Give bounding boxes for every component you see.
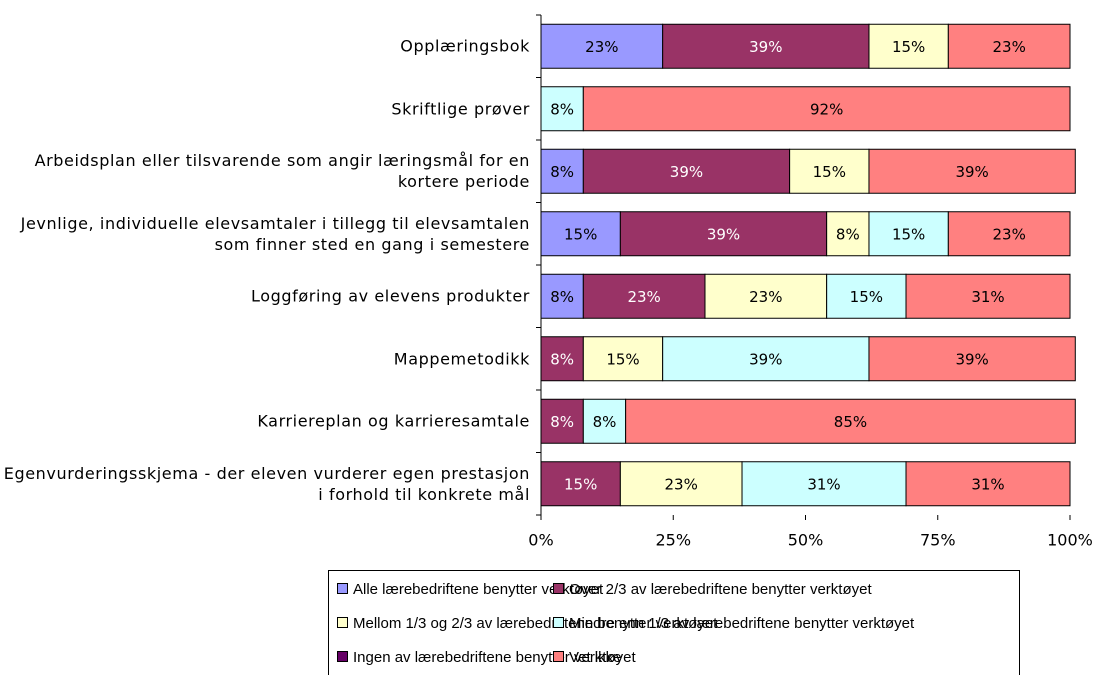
- bar-segment: [582, 336, 664, 382]
- value-label: 8%: [836, 225, 860, 243]
- bar-segment: [704, 273, 828, 319]
- bar-segment: [905, 461, 1071, 507]
- bar-segment: [947, 211, 1071, 257]
- legend-item: Mellom 1/3 og 2/3 av lærebedriftene beny…: [337, 615, 717, 632]
- category-label: Arbeidsplan eller tilsvarende som angir …: [34, 151, 530, 192]
- value-label: 92%: [810, 100, 843, 118]
- x-tick-label: 75%: [920, 531, 956, 550]
- legend-swatch: [337, 617, 348, 628]
- value-label: 39%: [955, 350, 988, 368]
- category-label: Jevnlige, individuelle elevsamtaler i ti…: [20, 213, 530, 254]
- bar-segment: [789, 148, 870, 194]
- legend-label: Over 2/3 av lærebedriftene benytter verk…: [569, 581, 872, 598]
- value-label: 31%: [971, 288, 1004, 306]
- category-label: Egenvurderingsskjema - der eleven vurder…: [3, 463, 530, 504]
- bar-segment: [540, 23, 664, 69]
- legend-label: Vet ikke: [569, 649, 622, 666]
- bar-segment: [582, 273, 706, 319]
- category-label: Skriftlige prøver: [391, 99, 530, 119]
- value-label: 15%: [606, 350, 639, 368]
- x-tick-label: 100%: [1047, 531, 1093, 550]
- legend-item: Mindre enn 1/3 av lærebedriftene benytte…: [553, 615, 914, 632]
- value-label: 23%: [992, 225, 1025, 243]
- bar-segment: [582, 148, 791, 194]
- legend-item: Alle lærebedriftene benytter verktøyet: [337, 581, 603, 598]
- bar-segment: [619, 211, 828, 257]
- x-tick-label: 0%: [528, 531, 553, 550]
- bar-segment: [905, 273, 1071, 319]
- bar-segment: [947, 23, 1071, 69]
- bar-segment: [826, 211, 870, 257]
- value-label: 15%: [813, 163, 846, 181]
- value-label: 39%: [955, 163, 988, 181]
- bar-segment: [540, 211, 621, 257]
- value-label: 15%: [892, 38, 925, 56]
- legend-swatch: [337, 651, 348, 662]
- value-label: 23%: [749, 288, 782, 306]
- legend-label: Mellom 1/3 og 2/3 av lærebedriftene beny…: [353, 615, 718, 632]
- bar-segment: [619, 461, 743, 507]
- value-label: 31%: [971, 475, 1004, 493]
- value-label: 8%: [550, 288, 574, 306]
- bar-segment: [625, 398, 1076, 444]
- value-label: 39%: [707, 225, 740, 243]
- value-label: 31%: [807, 475, 840, 493]
- value-label: 8%: [550, 163, 574, 181]
- legend-item: Vet ikke: [553, 649, 622, 666]
- bar-segment: [868, 148, 1076, 194]
- bar-segment: [662, 336, 870, 382]
- category-label: Mappemetodikk: [393, 349, 530, 369]
- value-label: 39%: [749, 350, 782, 368]
- value-label: 23%: [585, 38, 618, 56]
- value-label: 8%: [550, 100, 574, 118]
- legend-swatch: [553, 651, 564, 662]
- legend-item: Over 2/3 av lærebedriftene benytter verk…: [553, 581, 872, 598]
- x-tick-label: 25%: [655, 531, 691, 550]
- bar-segment: [868, 211, 949, 257]
- value-label: 8%: [593, 413, 617, 431]
- legend-item: Ingen av lærebedriftene benytter verktøy…: [337, 649, 636, 666]
- value-label: 15%: [850, 288, 883, 306]
- value-label: 15%: [892, 225, 925, 243]
- value-label: 23%: [627, 288, 660, 306]
- value-label: 15%: [564, 475, 597, 493]
- bar-segment: [662, 23, 870, 69]
- value-label: 85%: [834, 413, 867, 431]
- x-tick-label: 50%: [788, 531, 824, 550]
- value-label: 39%: [670, 163, 703, 181]
- legend-swatch: [553, 583, 564, 594]
- legend-swatch: [337, 583, 348, 594]
- value-label: 23%: [665, 475, 698, 493]
- bar-segment: [540, 86, 584, 132]
- category-label: Opplæringsbok: [400, 36, 530, 56]
- bar-segment: [868, 23, 949, 69]
- legend-label: Alle lærebedriftene benytter verktøyet: [353, 581, 604, 598]
- bar-segment: [540, 148, 584, 194]
- value-label: 8%: [550, 413, 574, 431]
- bar-segment: [582, 86, 1071, 132]
- category-label: Karriereplan og karrieresamtale: [257, 411, 530, 431]
- legend-label: Mindre enn 1/3 av lærebedriftene benytte…: [569, 615, 915, 632]
- value-label: 8%: [550, 350, 574, 368]
- value-label: 15%: [564, 225, 597, 243]
- bar-segment: [826, 273, 907, 319]
- legend: Alle lærebedriftene benytter verktøyet Ov…: [328, 570, 1020, 675]
- value-label: 23%: [992, 38, 1025, 56]
- bar-segment: [582, 398, 627, 444]
- legend-label: Ingen av lærebedriftene benytter verktøy…: [353, 649, 636, 666]
- legend-swatch: [553, 617, 564, 628]
- value-label: 39%: [749, 38, 782, 56]
- category-label: Loggføring av elevens produkter: [251, 286, 530, 306]
- bar-segment: [868, 336, 1076, 382]
